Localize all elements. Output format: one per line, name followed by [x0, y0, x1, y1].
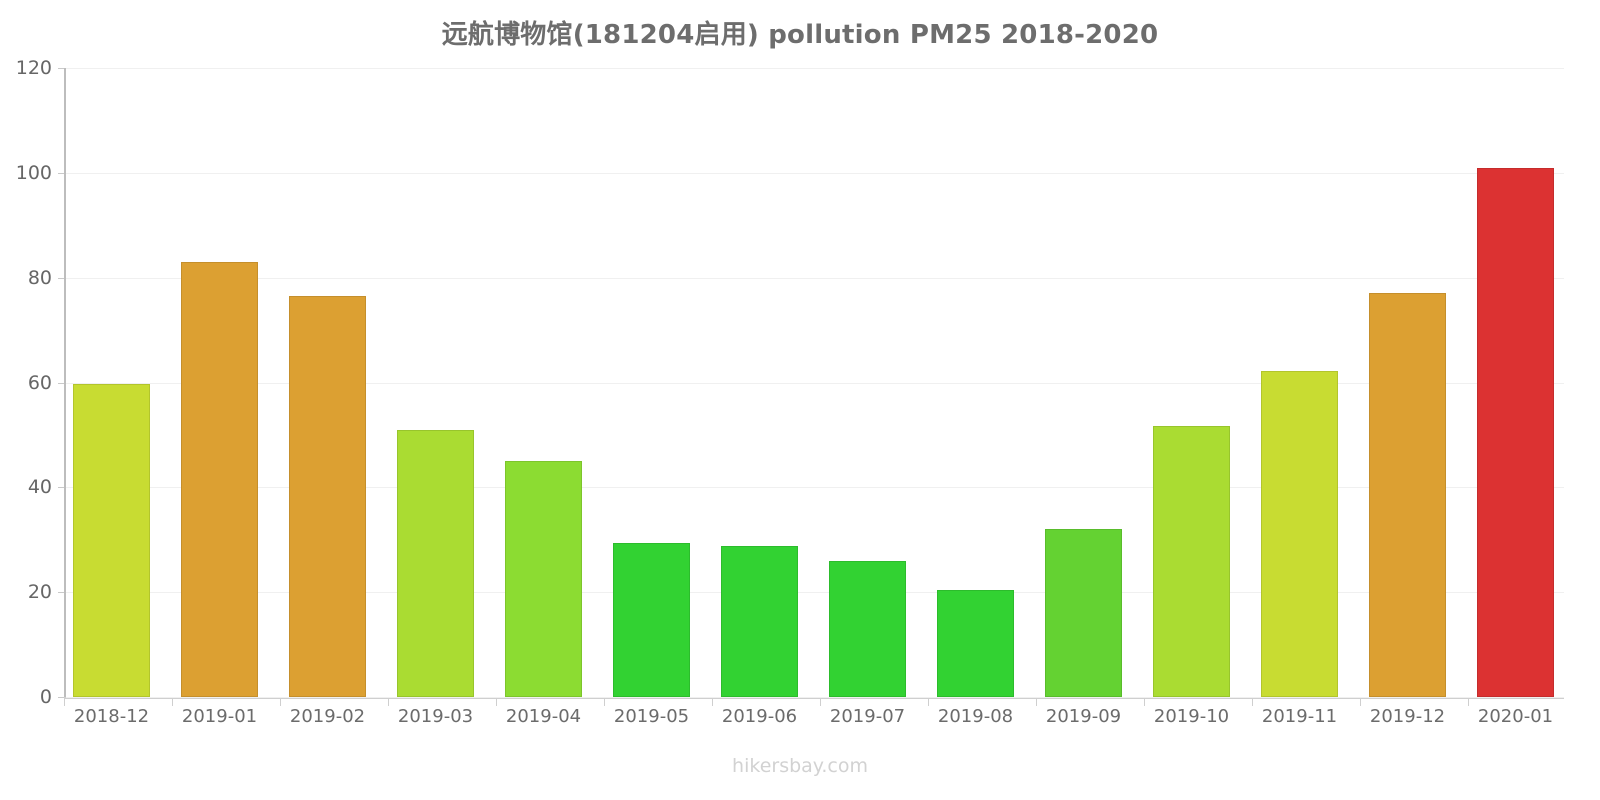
gridline [66, 697, 1564, 698]
y-tick-mark [58, 487, 64, 489]
x-tick-label: 2019-02 [289, 706, 366, 727]
x-tick-label: 2019-11 [1261, 706, 1338, 727]
x-tick-mark [1252, 698, 1253, 706]
gridline [66, 592, 1564, 594]
bar[interactable] [397, 429, 474, 697]
x-tick-mark [712, 698, 713, 706]
gridline [66, 382, 1564, 384]
gridline [66, 277, 1564, 279]
x-tick-label: 2019-08 [937, 706, 1014, 727]
bar[interactable] [1261, 370, 1338, 697]
y-tick-mark [58, 68, 64, 69]
x-tick-label: 2019-06 [721, 706, 798, 727]
bar[interactable] [1045, 529, 1122, 697]
y-tick-label: 20 [27, 581, 52, 604]
x-tick-mark [1036, 698, 1037, 706]
x-tick-mark [496, 698, 497, 706]
bar[interactable] [1477, 167, 1554, 697]
y-tick-mark [58, 277, 64, 279]
gridline [66, 68, 1564, 69]
y-tick-label: 100 [15, 161, 52, 184]
bar[interactable] [73, 383, 150, 697]
x-tick-mark [1360, 698, 1361, 706]
bar[interactable] [937, 589, 1014, 697]
x-tick-label: 2019-07 [829, 706, 906, 727]
x-tick-label: 2018-12 [73, 706, 150, 727]
chart-title: 远航博物馆(181204启用) pollution PM25 2018-2020 [441, 20, 1159, 50]
x-tick-mark [604, 698, 605, 706]
bar[interactable] [181, 261, 258, 697]
x-tick-mark [1144, 698, 1145, 706]
x-tick-mark [928, 698, 929, 706]
bar[interactable] [289, 296, 366, 697]
y-tick-label: 120 [15, 57, 52, 79]
y-tick-mark [58, 382, 64, 384]
bars-layer [64, 68, 1564, 697]
x-tick-label: 2019-10 [1153, 706, 1230, 727]
bar[interactable] [505, 461, 582, 697]
y-tick-mark [58, 172, 64, 174]
y-tick-label: 80 [27, 266, 52, 289]
bar[interactable] [829, 560, 906, 697]
x-axis-labels: 2018-12 2019-01 2019-02 2019-03 2019-04 2019-… [64, 698, 1564, 736]
x-tick-mark [388, 698, 389, 706]
bar[interactable] [1153, 426, 1230, 697]
bar[interactable] [721, 545, 798, 697]
x-tick-label: 2019-04 [505, 706, 582, 727]
y-tick-label: 40 [27, 476, 52, 499]
plot-area: 0 20 40 60 80 100 120 [16, 57, 1564, 708]
x-tick-mark [172, 698, 173, 706]
y-tick-mark [58, 592, 64, 594]
footer-credit: hikersbay.com [732, 755, 868, 777]
gridline [66, 487, 1564, 489]
x-tick-label: 2019-03 [397, 706, 474, 727]
gridline [66, 172, 1564, 174]
x-tick-label: 2020-01 [1477, 706, 1554, 727]
x-axis-line [64, 697, 1564, 699]
x-tick-mark [820, 698, 821, 706]
x-tick-label: 2019-01 [181, 706, 258, 727]
x-tick-mark [280, 698, 281, 706]
y-tick-label: 0 [39, 686, 52, 708]
x-tick-mark [1468, 698, 1469, 706]
x-tick-label: 2019-09 [1045, 706, 1122, 727]
bar[interactable] [1369, 293, 1446, 697]
y-tick-mark [58, 697, 64, 698]
y-tick-label: 60 [27, 371, 52, 394]
y-axis-line [64, 68, 66, 697]
x-tick-mark [64, 698, 65, 706]
x-tick-label: 2019-12 [1369, 706, 1446, 727]
x-tick-label: 2019-05 [613, 706, 690, 727]
bar[interactable] [613, 543, 690, 697]
